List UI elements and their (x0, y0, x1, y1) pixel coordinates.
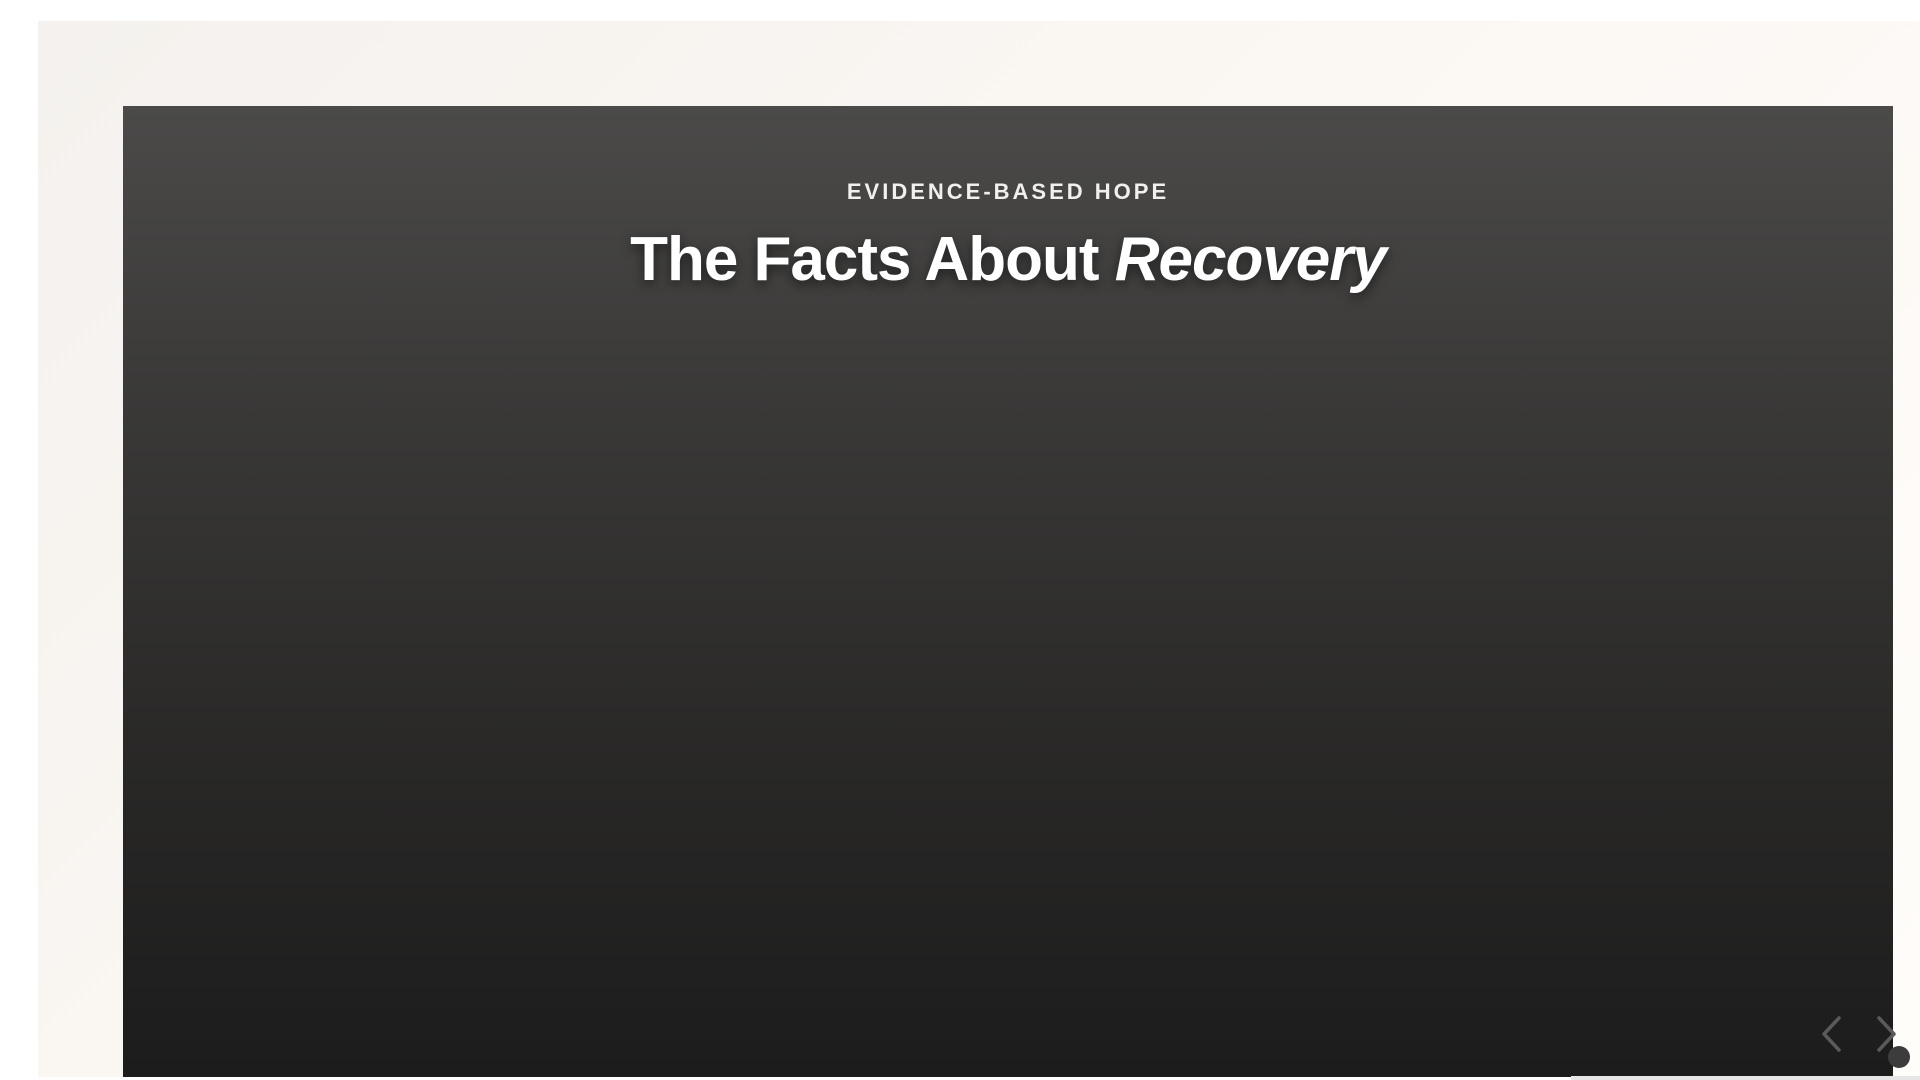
title-emphasis: Recovery (1114, 225, 1387, 294)
scroll-indicator (1571, 1076, 1920, 1080)
carousel-prev-button[interactable] (1812, 1012, 1852, 1056)
carousel-next-button[interactable] (1868, 1012, 1908, 1056)
hero-slide: EVIDENCE-BASED HOPE The Facts About Reco… (123, 106, 1893, 1077)
chevron-left-icon (1822, 1016, 1841, 1052)
title-main: The Facts About (630, 225, 1115, 294)
page-title: The Facts About Recovery (123, 224, 1893, 295)
carousel-dot[interactable] (1888, 1046, 1910, 1068)
chevron-right-icon (1877, 1016, 1896, 1052)
eyebrow-label: EVIDENCE-BASED HOPE (846, 179, 1170, 204)
